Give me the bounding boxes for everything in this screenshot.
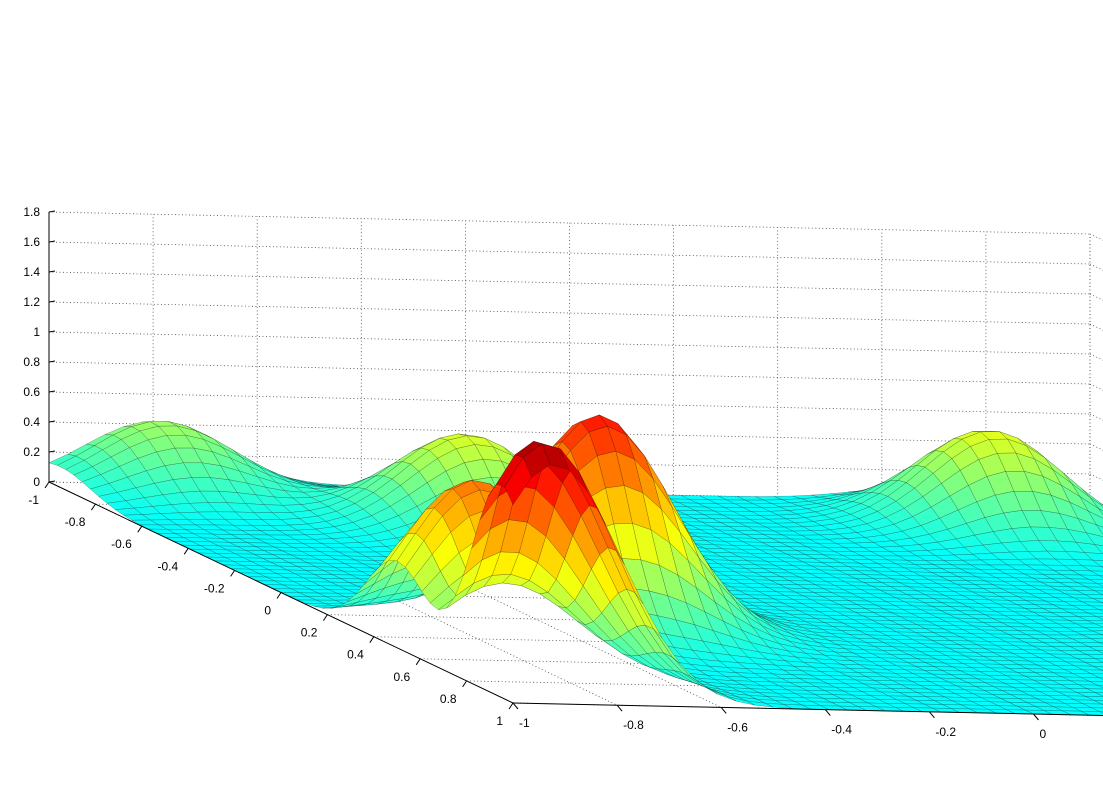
x-tick-mark	[277, 593, 281, 599]
z-tick-mark	[49, 451, 55, 452]
z-tick-mark	[49, 211, 55, 212]
z-tick-mark	[49, 241, 55, 242]
z-tick-label: 0	[33, 475, 40, 489]
z-tick-mark	[49, 271, 55, 272]
x-tick-label: -0.4	[158, 559, 179, 573]
x-tick-label: 0.4	[347, 648, 364, 662]
grid-line	[49, 392, 1090, 414]
z-tick-label: 1.6	[23, 235, 40, 249]
x-tick-mark	[184, 548, 188, 554]
x-tick-mark	[370, 637, 374, 643]
x-tick-mark	[416, 659, 420, 665]
z-tick-mark	[49, 421, 55, 422]
y-tick-mark	[513, 703, 518, 709]
x-tick-mark	[231, 570, 235, 576]
z-tick-label: 1	[33, 325, 40, 339]
z-tick-label: 0.8	[23, 355, 40, 369]
x-tick-label: 0.2	[301, 626, 318, 640]
x-tick-label: -1	[28, 493, 39, 507]
x-tick-label: 1	[496, 714, 503, 728]
y-tick-mark	[721, 707, 726, 713]
x-tick-label: 0.6	[394, 670, 411, 684]
x-tick-mark	[509, 703, 513, 709]
z-tick-label: 0.4	[23, 415, 40, 429]
y-tick-mark	[825, 710, 830, 716]
grid-line	[49, 242, 1090, 264]
x-tick-mark	[463, 681, 467, 687]
y-tick-mark	[617, 705, 622, 711]
z-tick-mark	[49, 361, 55, 362]
y-tick-label: 0	[1040, 727, 1047, 741]
y-tick-label: -0.2	[935, 725, 956, 739]
x-tick-mark	[323, 615, 327, 621]
z-tick-label: 0.6	[23, 385, 40, 399]
x-tick-label: 0	[264, 604, 271, 618]
y-tick-label: -0.8	[623, 718, 644, 732]
x-tick-label: 0.8	[440, 692, 457, 706]
x-tick-mark	[45, 482, 49, 488]
y-tick-mark	[1034, 714, 1039, 720]
z-tick-mark	[49, 391, 55, 392]
x-tick-label: -0.6	[111, 537, 132, 551]
x-tick-label: -0.2	[204, 581, 225, 595]
z-tick-label: 0.2	[23, 445, 40, 459]
z-tick-label: 1.8	[23, 205, 40, 219]
y-tick-label: -0.4	[831, 723, 852, 737]
z-tick-mark	[49, 301, 55, 302]
surface-layer	[49, 415, 1103, 725]
z-tick-label: 1.2	[23, 295, 40, 309]
y-tick-label: -1	[519, 716, 530, 730]
x-tick-mark	[91, 504, 95, 510]
x-tick-label: -0.8	[65, 515, 86, 529]
z-tick-mark	[49, 481, 55, 482]
y-tick-label: -0.6	[727, 720, 748, 734]
z-tick-label: 1.4	[23, 265, 40, 279]
z-tick-mark	[49, 331, 55, 332]
y-tick-mark	[929, 712, 934, 718]
x-tick-mark	[138, 526, 142, 532]
